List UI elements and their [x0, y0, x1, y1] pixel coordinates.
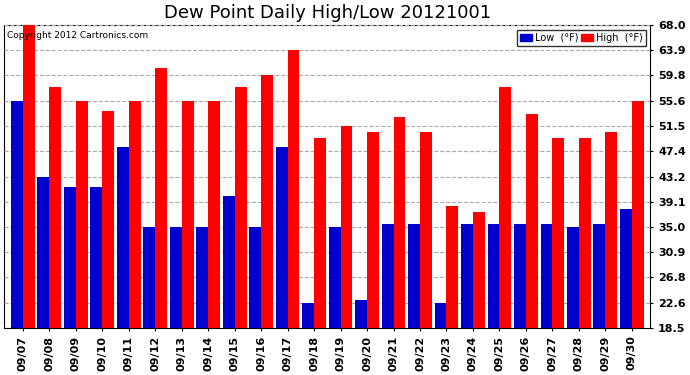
Text: Copyright 2012 Cartronics.com: Copyright 2012 Cartronics.com — [8, 31, 148, 40]
Title: Dew Point Daily High/Low 20121001: Dew Point Daily High/Low 20121001 — [164, 4, 491, 22]
Bar — [461, 224, 473, 328]
Bar — [579, 138, 591, 328]
Bar — [526, 114, 538, 328]
Bar — [102, 111, 114, 328]
Bar — [435, 303, 446, 328]
Bar — [181, 101, 194, 328]
Bar — [408, 224, 420, 328]
Legend: Low  (°F), High  (°F): Low (°F), High (°F) — [518, 30, 646, 46]
Bar — [128, 101, 141, 328]
Bar — [196, 227, 208, 328]
Bar — [155, 68, 167, 328]
Bar — [208, 101, 220, 328]
Bar — [276, 147, 288, 328]
Bar — [514, 224, 526, 328]
Bar — [37, 177, 49, 328]
Bar — [117, 147, 128, 328]
Bar — [288, 50, 299, 328]
Bar — [314, 138, 326, 328]
Bar — [420, 132, 432, 328]
Bar — [76, 101, 88, 328]
Bar — [249, 227, 261, 328]
Bar — [144, 227, 155, 328]
Bar — [328, 227, 341, 328]
Bar — [11, 101, 23, 328]
Bar — [593, 224, 605, 328]
Bar — [261, 75, 273, 328]
Bar — [382, 224, 393, 328]
Bar — [63, 187, 76, 328]
Bar — [553, 138, 564, 328]
Bar — [540, 224, 553, 328]
Bar — [235, 87, 246, 328]
Bar — [500, 87, 511, 328]
Bar — [170, 227, 181, 328]
Bar — [341, 126, 353, 328]
Bar — [488, 224, 500, 328]
Bar — [446, 206, 458, 328]
Bar — [23, 25, 34, 328]
Bar — [49, 87, 61, 328]
Bar — [620, 209, 632, 328]
Bar — [605, 132, 618, 328]
Bar — [632, 101, 644, 328]
Bar — [90, 187, 102, 328]
Bar — [567, 227, 579, 328]
Bar — [473, 212, 485, 328]
Bar — [223, 196, 235, 328]
Bar — [355, 300, 367, 328]
Bar — [367, 132, 379, 328]
Bar — [302, 303, 314, 328]
Bar — [393, 117, 406, 328]
